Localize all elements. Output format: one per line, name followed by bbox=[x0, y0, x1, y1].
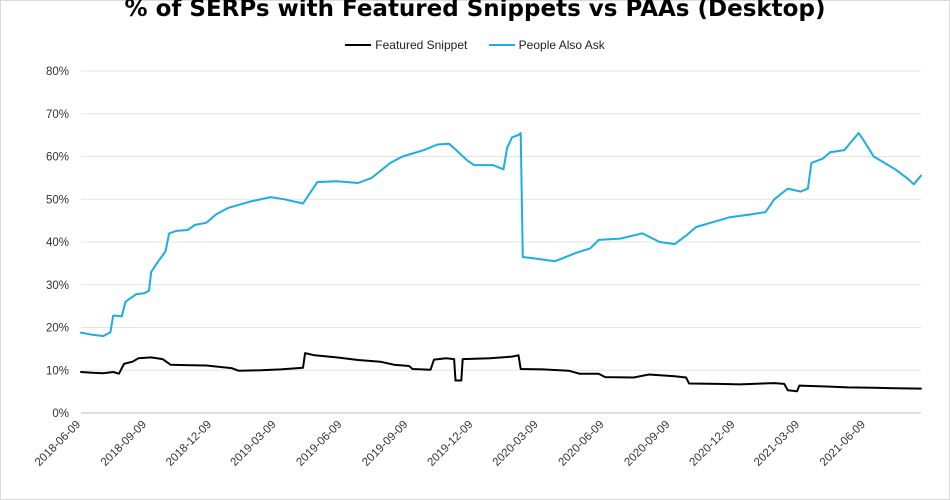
x-tick-label: 2021-06-09 bbox=[818, 419, 868, 469]
legend-label-featured-snippet: Featured Snippet bbox=[375, 38, 468, 52]
y-tick-label: 20% bbox=[46, 323, 69, 335]
x-tick-label: 2020-06-09 bbox=[557, 419, 607, 469]
x-tick-label: 2019-03-09 bbox=[229, 419, 279, 469]
x-tick-label: 2020-03-09 bbox=[491, 419, 541, 469]
x-tick-label: 2020-09-09 bbox=[622, 419, 672, 469]
x-tick-label: 2019-06-09 bbox=[294, 419, 344, 469]
legend-swatch-people-also-ask bbox=[488, 43, 515, 46]
y-tick-label: 0% bbox=[52, 408, 69, 420]
x-tick-label: 2020-12-09 bbox=[688, 419, 738, 469]
series-line-people-also-ask bbox=[80, 132, 922, 338]
x-tick-label: 2018-06-09 bbox=[33, 419, 83, 469]
x-tick-label: 2019-09-09 bbox=[360, 419, 410, 469]
series-line-featured-snippet bbox=[80, 352, 922, 393]
x-tick-label: 2018-12-09 bbox=[164, 419, 214, 469]
y-tick-label: 50% bbox=[46, 194, 69, 206]
legend-item-people-also-ask: People Also Ask bbox=[488, 38, 605, 52]
x-tick-label: 2018-09-09 bbox=[99, 419, 149, 469]
y-tick-label: 10% bbox=[46, 365, 69, 377]
x-tick-label: 2019-12-09 bbox=[425, 419, 475, 469]
y-tick-label: 60% bbox=[46, 152, 69, 164]
chart-title: % of SERPs with Featured Snippets vs PAA… bbox=[124, 0, 826, 22]
y-tick-label: 70% bbox=[46, 109, 69, 121]
legend-swatch-featured-snippet bbox=[345, 43, 372, 46]
x-tick-label: 2021-03-09 bbox=[752, 419, 802, 469]
legend-label-people-also-ask: People Also Ask bbox=[518, 38, 605, 52]
legend-item-featured-snippet: Featured Snippet bbox=[345, 38, 467, 52]
y-tick-label: 30% bbox=[46, 280, 69, 292]
y-tick-label: 80% bbox=[46, 66, 69, 78]
y-tick-label: 40% bbox=[46, 237, 69, 249]
legend: Featured Snippet People Also Ask bbox=[0, 38, 950, 52]
